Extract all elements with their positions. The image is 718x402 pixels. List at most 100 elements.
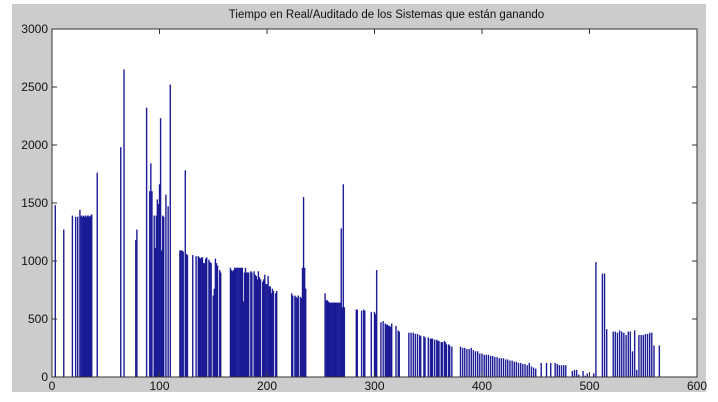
bar bbox=[565, 365, 567, 378]
x-tick-label: 600 bbox=[687, 379, 707, 393]
bar bbox=[511, 360, 513, 378]
bar bbox=[253, 271, 255, 378]
bar bbox=[382, 321, 384, 378]
bar bbox=[606, 329, 608, 378]
y-tick-label: 1000 bbox=[21, 254, 48, 268]
bar bbox=[257, 271, 260, 378]
bar bbox=[410, 332, 412, 378]
bar bbox=[91, 214, 93, 378]
bar bbox=[364, 310, 366, 378]
bar bbox=[556, 364, 558, 378]
bar bbox=[563, 365, 565, 378]
bar bbox=[444, 342, 447, 378]
bar bbox=[416, 333, 419, 378]
bar bbox=[451, 346, 453, 378]
bar bbox=[436, 339, 438, 378]
bar bbox=[554, 362, 556, 378]
bar bbox=[459, 346, 462, 378]
bar bbox=[205, 258, 207, 378]
bar bbox=[195, 256, 197, 378]
bar bbox=[200, 257, 203, 378]
bar bbox=[524, 364, 526, 378]
bar bbox=[418, 335, 421, 378]
bar bbox=[239, 267, 241, 378]
bar bbox=[198, 257, 200, 378]
bar bbox=[269, 286, 271, 378]
bar bbox=[81, 216, 83, 378]
bar bbox=[212, 295, 214, 378]
bar bbox=[445, 344, 448, 378]
bar bbox=[208, 259, 210, 378]
bar bbox=[504, 359, 507, 378]
bar bbox=[595, 261, 597, 378]
bar bbox=[184, 170, 187, 378]
bar bbox=[612, 331, 614, 378]
bar bbox=[532, 367, 535, 378]
bar bbox=[197, 256, 199, 378]
bar bbox=[449, 345, 451, 378]
bar bbox=[412, 332, 414, 378]
bar bbox=[528, 362, 530, 378]
bar bbox=[220, 272, 222, 378]
bar bbox=[466, 348, 468, 378]
bar bbox=[185, 253, 188, 378]
bar bbox=[658, 345, 661, 378]
bar bbox=[186, 254, 189, 378]
bar bbox=[135, 239, 137, 378]
bar bbox=[85, 216, 88, 378]
bar bbox=[123, 69, 125, 378]
bar bbox=[74, 216, 77, 378]
bar bbox=[241, 267, 243, 378]
bar bbox=[638, 335, 640, 378]
bar bbox=[573, 369, 576, 378]
bar bbox=[461, 347, 464, 378]
bar bbox=[496, 357, 498, 378]
bar bbox=[447, 344, 450, 378]
bar bbox=[384, 323, 386, 378]
bar bbox=[155, 215, 157, 378]
bar bbox=[430, 338, 433, 378]
bar bbox=[300, 297, 303, 378]
y-tick-label: 500 bbox=[28, 312, 48, 326]
bar bbox=[159, 118, 162, 378]
bar bbox=[526, 365, 528, 378]
bar bbox=[83, 216, 85, 378]
bar bbox=[535, 368, 537, 378]
bar bbox=[87, 215, 90, 378]
bar bbox=[240, 267, 242, 378]
bar bbox=[82, 215, 84, 378]
bar bbox=[89, 215, 92, 378]
bar bbox=[530, 366, 533, 378]
bar bbox=[571, 371, 573, 378]
bar bbox=[297, 295, 299, 378]
bar bbox=[250, 271, 252, 378]
bar bbox=[550, 362, 552, 378]
bar bbox=[255, 275, 257, 378]
bar bbox=[500, 358, 503, 378]
bar bbox=[192, 254, 194, 378]
bar bbox=[545, 362, 548, 378]
bar bbox=[649, 332, 651, 378]
bar bbox=[614, 331, 616, 378]
bar bbox=[623, 332, 625, 378]
bar bbox=[182, 251, 184, 378]
bar bbox=[213, 288, 216, 378]
bar bbox=[201, 257, 204, 378]
bar bbox=[163, 216, 165, 378]
bar bbox=[337, 302, 339, 378]
bar bbox=[238, 267, 240, 378]
bar bbox=[162, 215, 164, 378]
bar bbox=[474, 351, 477, 378]
bar bbox=[339, 302, 341, 378]
bar bbox=[470, 347, 472, 378]
bar bbox=[603, 273, 606, 378]
bar bbox=[251, 272, 253, 378]
bar bbox=[275, 290, 278, 378]
bar bbox=[397, 330, 399, 378]
x-tick-label: 500 bbox=[579, 379, 599, 393]
bar bbox=[374, 314, 377, 378]
bar bbox=[150, 163, 152, 378]
bar bbox=[303, 267, 306, 378]
bar bbox=[230, 270, 233, 378]
bar bbox=[540, 362, 542, 378]
